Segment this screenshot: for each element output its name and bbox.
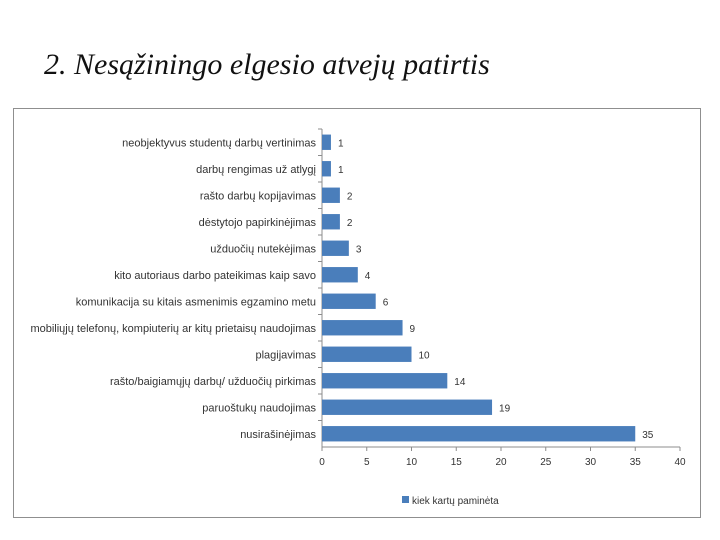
bar: [322, 161, 331, 177]
x-tick-label: 30: [585, 457, 597, 468]
data-label: 2: [347, 218, 353, 229]
legend-swatch: [402, 496, 409, 503]
category-label: komunikacija su kitais asmenimis egzamin…: [76, 296, 316, 308]
x-tick-label: 10: [406, 457, 418, 468]
x-tick-label: 0: [319, 457, 325, 468]
data-label: 19: [499, 403, 511, 414]
chart-frame: 0 5 10 15 20 25 30 35 40 neobjektyvus studentų da…: [13, 108, 701, 518]
data-label: 6: [383, 297, 389, 308]
data-label: 35: [642, 430, 654, 441]
category-label: rašto darbų kopijavimas: [200, 190, 317, 202]
category-label: dėstytojo papirkinėjimas: [199, 217, 317, 229]
data-label: 10: [419, 350, 431, 361]
category-label: neobjektyvus studentų darbų vertinimas: [122, 137, 316, 149]
data-label: 1: [338, 138, 344, 149]
category-label: paruoštukų naudojimas: [202, 402, 316, 414]
slide-title: 2. Nesąžiningo elgesio atvejų patirtis: [44, 48, 490, 81]
bar: [322, 399, 493, 415]
x-tick-label: 35: [630, 457, 642, 468]
bar: [322, 240, 349, 256]
bar: [322, 214, 340, 230]
bar-chart: 0 5 10 15 20 25 30 35 40 neobjektyvus studentų da…: [30, 128, 686, 507]
x-tick-label: 20: [495, 457, 507, 468]
data-label: 3: [356, 244, 362, 255]
bar: [322, 293, 376, 309]
category-label: mobiliųjų telefonų, kompiuterių ar kitų …: [30, 323, 316, 335]
x-tick-label: 40: [674, 457, 686, 468]
bar: [322, 134, 331, 150]
data-label: 9: [410, 324, 416, 335]
bar: [322, 373, 448, 389]
category-label: kito autoriaus darbo pateikimas kaip sav…: [114, 270, 316, 282]
data-label: 2: [347, 191, 353, 202]
category-label: nusirašinėjimas: [240, 429, 316, 441]
x-tick-label: 15: [451, 457, 463, 468]
data-label: 4: [365, 271, 371, 282]
bar: [322, 187, 340, 203]
x-tick-label: 25: [540, 457, 552, 468]
legend-label: kiek kartų paminėta: [412, 496, 499, 507]
bar: [322, 320, 403, 336]
bar: [322, 426, 636, 442]
category-label: plagijavimas: [255, 349, 316, 361]
bar: [322, 267, 358, 283]
data-label: 1: [338, 165, 344, 176]
x-tick-label: 5: [364, 457, 370, 468]
category-label: darbų rengimas už atlygį: [196, 164, 316, 176]
category-label: rašto/baigiamųjų darbų/ užduočių pirkima…: [110, 376, 317, 388]
bar: [322, 346, 412, 362]
data-label: 14: [454, 377, 466, 388]
category-label: užduočių nutekėjimas: [210, 243, 316, 255]
